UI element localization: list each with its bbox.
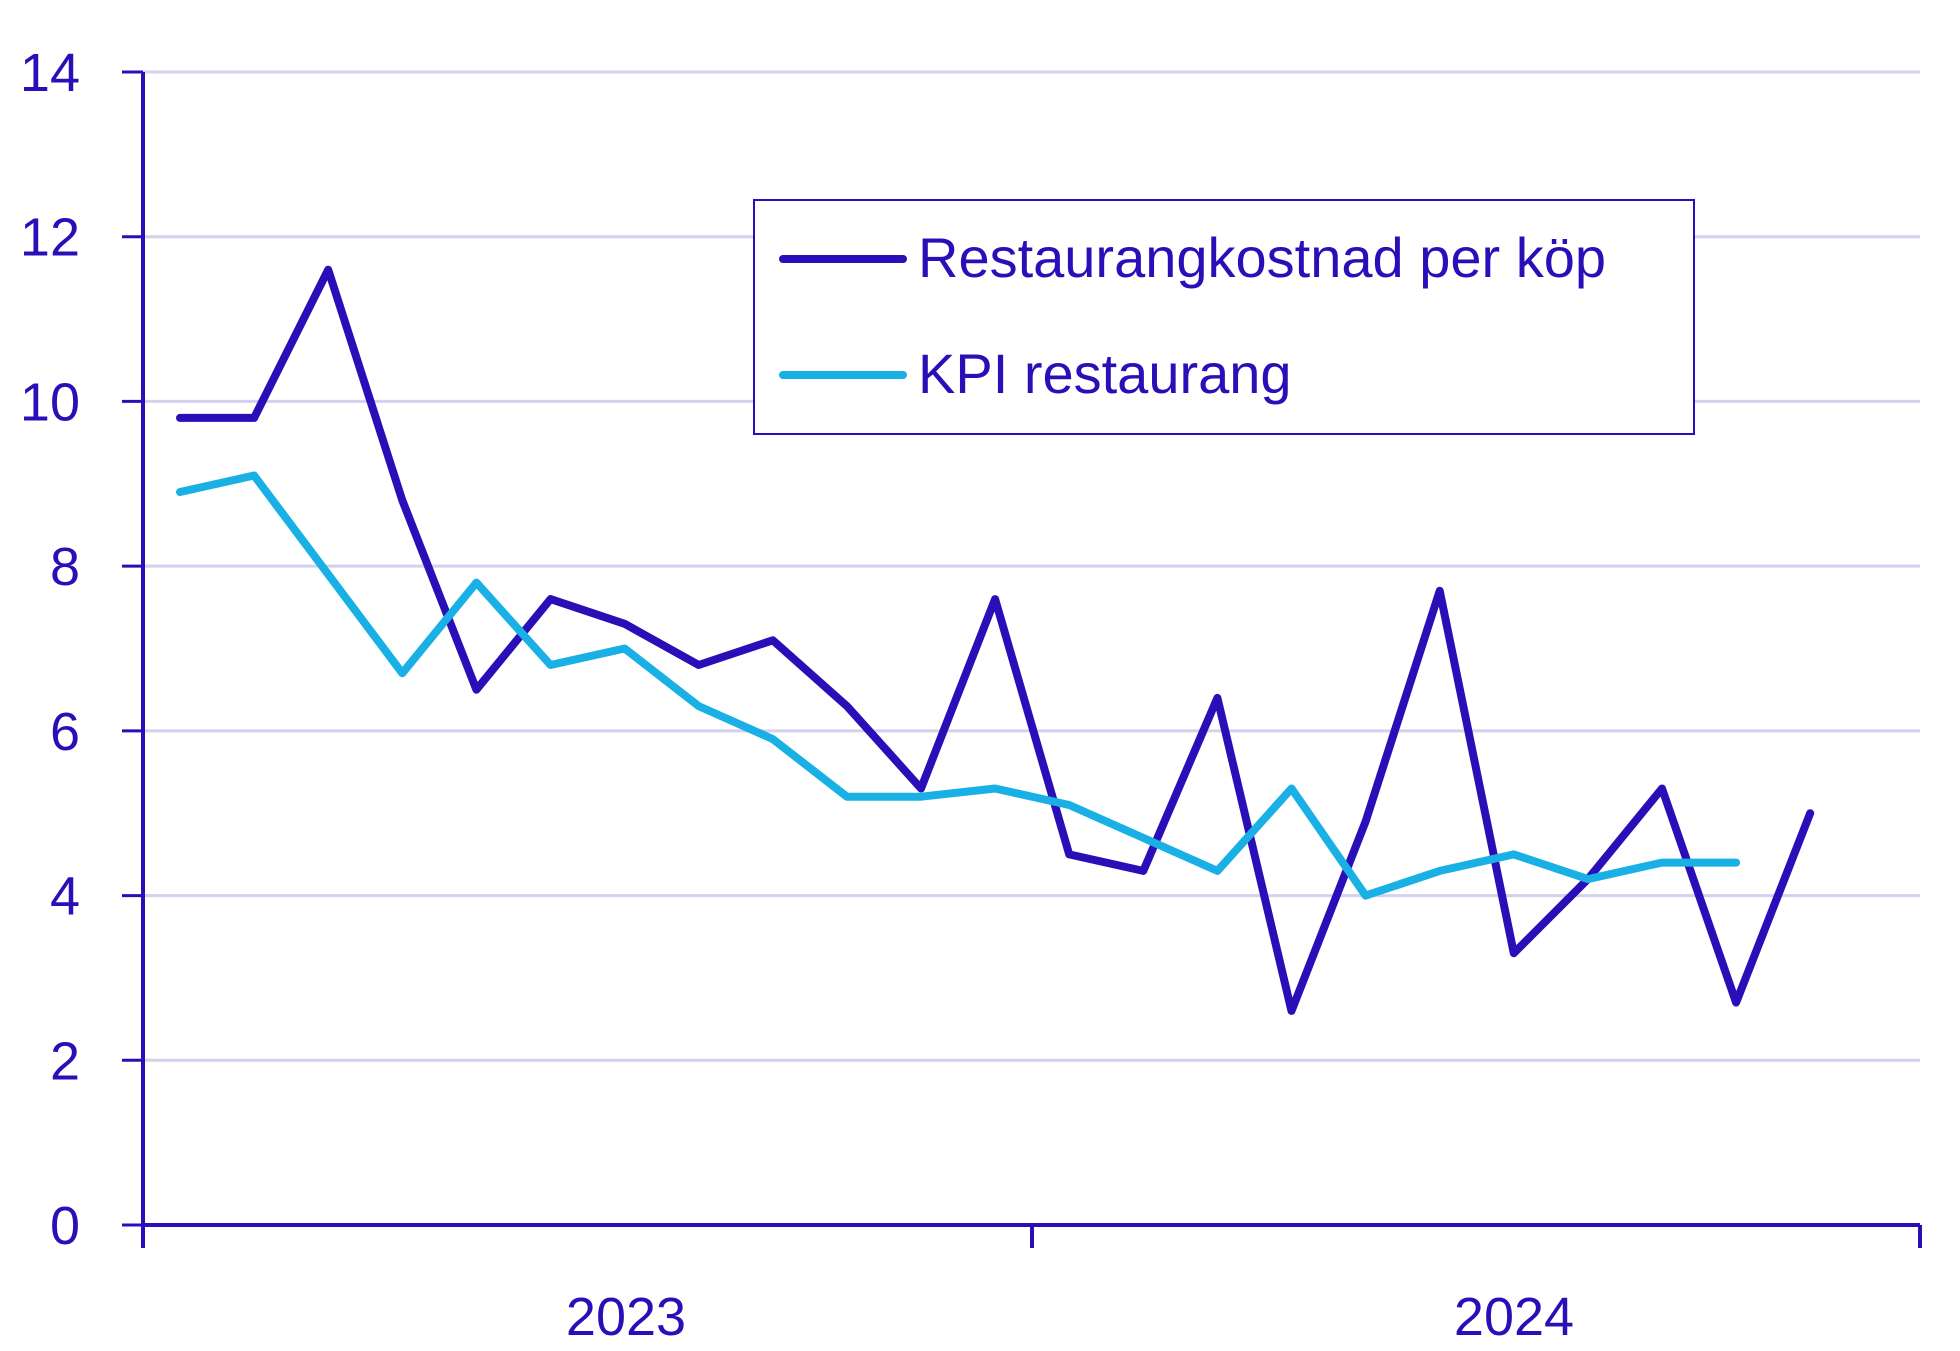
legend-label-restaurangkostnad: Restaurangkostnad per köp bbox=[918, 226, 1606, 289]
x-axis-ticks: 2023 2024 bbox=[141, 1225, 1922, 1347]
legend: Restaurangkostnad per köp KPI restaurang bbox=[753, 199, 1695, 435]
y-tick-label-6: 6 bbox=[50, 702, 80, 762]
series-line-1 bbox=[176, 471, 1741, 900]
x-tick-label-2024: 2024 bbox=[1454, 1287, 1574, 1347]
y-tick-label-10: 10 bbox=[20, 372, 80, 432]
x-tick-label-2023: 2023 bbox=[566, 1287, 686, 1347]
y-tick-label-12: 12 bbox=[20, 208, 80, 268]
y-tick-label-2: 2 bbox=[50, 1031, 80, 1091]
series-line-0 bbox=[176, 265, 1815, 1015]
legend-box bbox=[753, 199, 1695, 435]
y-tick-label-8: 8 bbox=[50, 537, 80, 597]
y-tick-label-14: 14 bbox=[20, 43, 80, 103]
y-axis-ticks: 0 2 4 6 8 10 12 14 bbox=[20, 43, 143, 1256]
legend-label-kpi: KPI restaurang bbox=[918, 342, 1292, 405]
series-lines bbox=[176, 265, 1815, 1015]
y-tick-label-4: 4 bbox=[50, 867, 80, 927]
y-tick-label-0: 0 bbox=[50, 1196, 80, 1256]
